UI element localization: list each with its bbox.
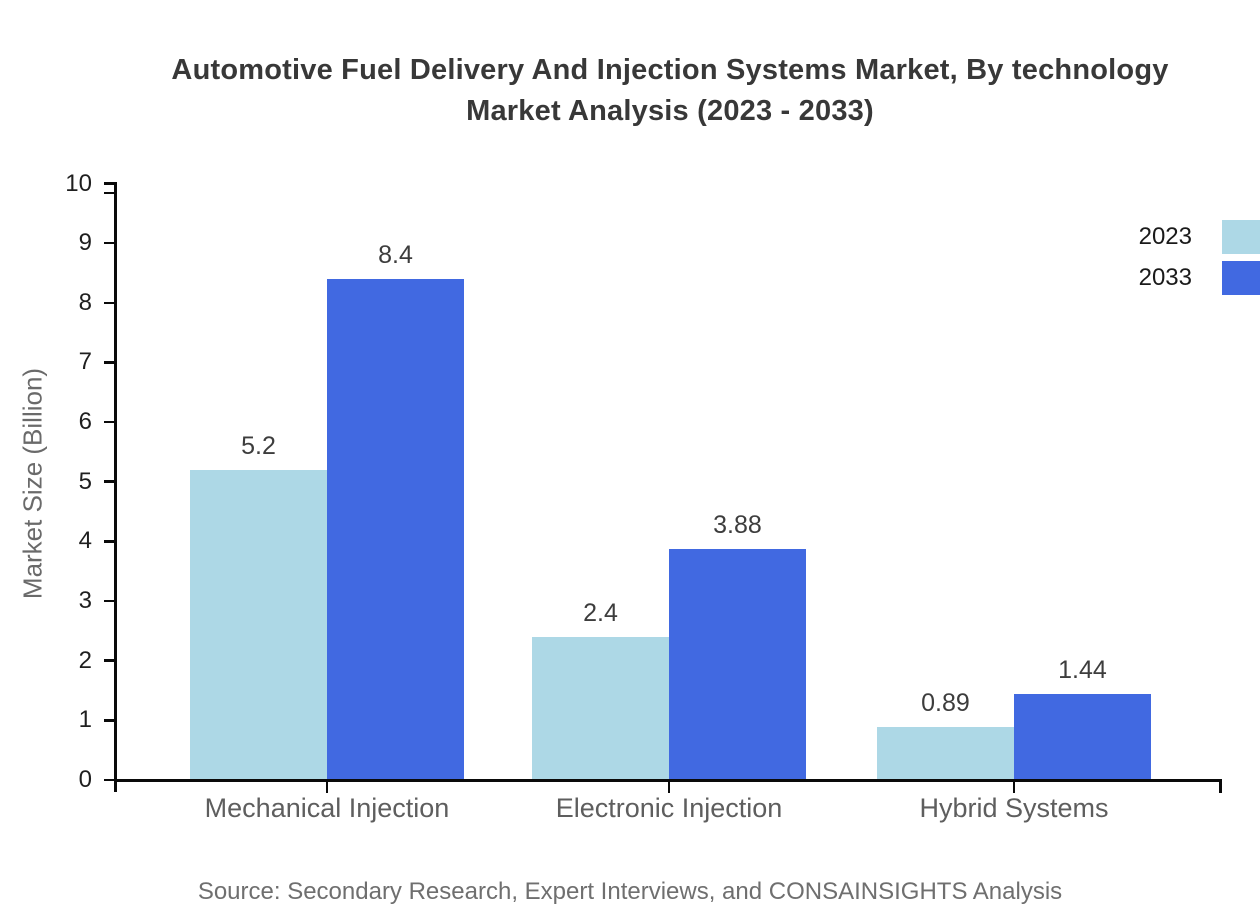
y-tick-label: 10 — [65, 169, 92, 197]
bar-2033-1 — [669, 548, 806, 780]
y-tick — [104, 599, 117, 603]
y-tick — [104, 182, 117, 185]
y-tick-label: 0 — [78, 766, 92, 793]
y-tick — [104, 540, 117, 543]
y-tick-label: 5 — [78, 467, 92, 495]
legend-label-2033: 2033 — [1138, 264, 1192, 291]
bar-value-label: 2.4 — [583, 598, 618, 627]
y-tick-label: 2 — [78, 646, 92, 674]
bar-2023-1 — [532, 636, 669, 780]
bar-value-label: 1.44 — [1058, 656, 1107, 685]
bar-2023-2 — [877, 726, 1014, 780]
source-note: Source: Secondary Research, Expert Inter… — [197, 878, 1063, 905]
y-tick — [104, 361, 117, 364]
legend: 2023 2033 — [1139, 220, 1260, 295]
bar-2033-2 — [1014, 694, 1151, 780]
y-tick — [104, 480, 117, 484]
category-label-1: Electronic Injection — [555, 793, 783, 823]
chart-title-line1: Automotive Fuel Delivery And Injection S… — [171, 54, 1169, 86]
bar-value-label: 5.2 — [241, 431, 276, 460]
category-label-2: Hybrid Systems — [919, 793, 1109, 823]
y-tick — [104, 241, 117, 245]
chart-title-line2: Market Analysis (2023 - 2033) — [466, 95, 874, 127]
legend-label-2023: 2023 — [1138, 223, 1192, 250]
y-tick — [104, 301, 117, 305]
bar-2023-0 — [190, 469, 327, 780]
y-axis-line — [114, 183, 117, 792]
legend-swatch-2023 — [1222, 220, 1260, 254]
y-tick — [104, 420, 117, 424]
bar-2033-0 — [327, 278, 464, 780]
y-tick-label: 4 — [78, 527, 92, 555]
bar-value-label: 8.4 — [378, 240, 413, 269]
y-tick-label: 9 — [78, 229, 92, 257]
x-axis-line — [114, 778, 1222, 782]
category-label-0: Mechanical Injection — [204, 793, 450, 823]
x-tick — [1012, 780, 1016, 793]
y-tick — [104, 719, 117, 722]
y-tick-label: 3 — [78, 587, 92, 615]
x-tick — [325, 780, 329, 793]
legend-item-2033: 2033 — [1139, 261, 1260, 295]
y-tick-label: 7 — [78, 348, 92, 376]
bar-value-label: 3.88 — [713, 510, 762, 539]
y-tick-label: 8 — [78, 288, 92, 316]
y-axis-top-cap — [104, 191, 117, 195]
y-tick-label: 1 — [78, 706, 92, 734]
x-axis-right-cap — [1219, 780, 1222, 793]
y-tick-label: 6 — [78, 408, 92, 436]
y-tick — [104, 778, 117, 782]
bar-value-label: 0.89 — [921, 688, 970, 717]
legend-swatch-2033 — [1222, 261, 1260, 295]
x-tick — [667, 780, 671, 793]
legend-item-2023: 2023 — [1139, 220, 1260, 254]
y-tick — [104, 659, 117, 662]
chart-title: Automotive Fuel Delivery And Injection S… — [80, 50, 1260, 132]
